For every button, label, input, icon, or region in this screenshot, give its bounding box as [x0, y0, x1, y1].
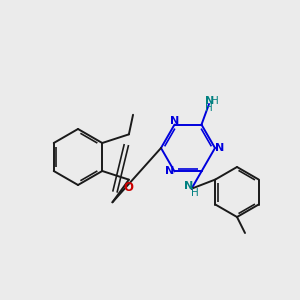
Text: H: H: [190, 188, 198, 198]
Text: N: N: [215, 143, 225, 153]
Text: O: O: [123, 181, 133, 194]
Text: N: N: [184, 181, 193, 191]
Text: N: N: [165, 167, 174, 176]
Text: H: H: [211, 96, 219, 106]
Text: N: N: [206, 96, 214, 106]
Text: H: H: [205, 103, 213, 113]
Text: N: N: [170, 116, 179, 126]
